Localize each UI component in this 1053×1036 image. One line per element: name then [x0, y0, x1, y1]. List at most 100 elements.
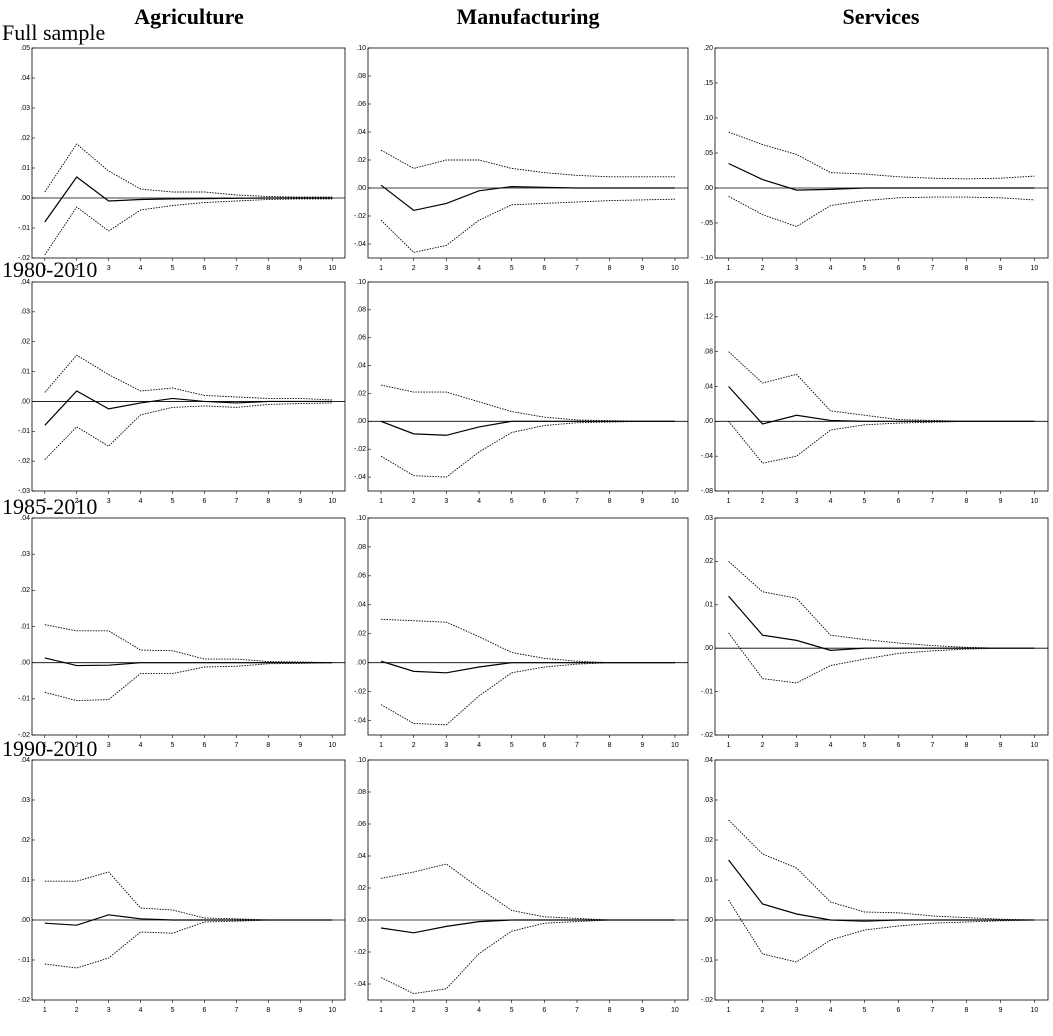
x-tick-label: 1 [727, 498, 731, 505]
y-tick-label: .02 [356, 631, 366, 638]
x-tick-label: 10 [328, 742, 336, 749]
y-tick-label: .01 [20, 877, 30, 884]
x-tick-label: 9 [640, 265, 644, 272]
y-tick-label: .02 [20, 339, 30, 346]
plot-frame [31, 47, 346, 259]
x-tick-label: 6 [203, 265, 207, 272]
x-tick-label: 10 [328, 1007, 336, 1014]
x-tick-label: 1 [43, 498, 47, 505]
x-tick-label: 8 [266, 265, 270, 272]
y-tick-label: .20 [703, 45, 713, 52]
x-tick-label: 4 [477, 742, 481, 749]
x-tick-label: 3 [107, 265, 111, 272]
x-tick-label: 1 [379, 498, 383, 505]
x-tick-label: 6 [897, 498, 901, 505]
x-tick-label: 5 [863, 1007, 867, 1014]
x-tick-label: 6 [897, 265, 901, 272]
response-line [728, 595, 1035, 651]
y-tick-label: -.02 [354, 446, 366, 453]
x-tick-label: 6 [203, 498, 207, 505]
x-tick-label: 7 [234, 265, 238, 272]
y-tick-label: .00 [356, 418, 366, 425]
x-tick-label: 6 [542, 265, 546, 272]
plot-frame [367, 281, 689, 492]
plot-frame [367, 47, 689, 259]
y-tick-label: .04 [20, 757, 30, 764]
y-tick-label: -.01 [18, 696, 30, 703]
y-tick-label: .00 [703, 917, 713, 924]
x-tick-label: 9 [998, 265, 1002, 272]
x-tick-label: 2 [75, 1007, 79, 1014]
response-line [44, 176, 333, 223]
response-line [728, 131, 1035, 180]
response-line [380, 420, 675, 436]
x-tick-label: 4 [477, 265, 481, 272]
x-tick-label: 6 [203, 1007, 207, 1014]
x-tick-label: 8 [964, 498, 968, 505]
response-line [728, 632, 1035, 684]
response-line [44, 657, 333, 667]
x-tick-label: 4 [829, 742, 833, 749]
x-tick-label: 8 [266, 1007, 270, 1014]
x-tick-label: 9 [298, 742, 302, 749]
x-tick-label: 2 [761, 1007, 765, 1014]
y-tick-label: .00 [703, 418, 713, 425]
x-tick-label: 1 [43, 1007, 47, 1014]
x-tick-label: 8 [964, 1007, 968, 1014]
y-tick-label: .02 [356, 885, 366, 892]
x-tick-label: 2 [75, 498, 79, 505]
x-tick-label: 6 [203, 742, 207, 749]
y-tick-label: -.01 [18, 225, 30, 232]
y-tick-label: .04 [703, 383, 713, 390]
x-tick-label: 5 [510, 742, 514, 749]
x-tick-label: 10 [1031, 265, 1039, 272]
y-tick-label: -.01 [18, 428, 30, 435]
x-tick-label: 4 [139, 1007, 143, 1014]
plot-frame [367, 759, 689, 1001]
x-tick-label: 5 [863, 742, 867, 749]
response-line [728, 196, 1035, 227]
response-line [44, 390, 333, 426]
y-tick-label: .08 [356, 307, 366, 314]
y-tick-label: .02 [20, 837, 30, 844]
y-tick-label: -.10 [701, 255, 713, 262]
y-tick-label: .02 [20, 587, 30, 594]
y-tick-label: .04 [356, 853, 366, 860]
y-tick-label: .08 [703, 349, 713, 356]
x-tick-label: 10 [671, 742, 679, 749]
x-tick-label: 5 [171, 498, 175, 505]
response-line [728, 899, 1035, 963]
x-tick-label: 6 [542, 1007, 546, 1014]
response-line [381, 618, 675, 664]
column-title: Services [843, 4, 920, 29]
plot-frame [714, 759, 1049, 1001]
x-tick-label: 10 [1031, 1007, 1039, 1014]
y-tick-label: .00 [356, 660, 366, 667]
x-tick-label: 5 [510, 1007, 514, 1014]
row-label: 1985-2010 [2, 494, 97, 519]
response-line [380, 660, 675, 674]
x-tick-label: 2 [412, 265, 416, 272]
x-tick-label: 5 [171, 1007, 175, 1014]
x-tick-label: 7 [931, 742, 935, 749]
response-line [380, 420, 675, 478]
response-line [44, 662, 333, 702]
y-tick-label: .10 [703, 115, 713, 122]
x-tick-label: 3 [444, 498, 448, 505]
y-tick-label: .05 [20, 45, 30, 52]
y-tick-label: .04 [356, 362, 366, 369]
response-line [44, 919, 333, 969]
x-tick-label: 8 [964, 265, 968, 272]
y-tick-label: .16 [703, 279, 713, 286]
response-line [728, 859, 1035, 922]
y-tick-label: .01 [20, 165, 30, 172]
y-tick-label: -.02 [18, 732, 30, 739]
response-line [728, 386, 1035, 425]
x-tick-label: 5 [171, 742, 175, 749]
y-tick-label: .10 [356, 515, 366, 522]
x-tick-label: 7 [931, 265, 935, 272]
column-title: Manufacturing [457, 4, 600, 29]
response-line [728, 420, 1035, 464]
